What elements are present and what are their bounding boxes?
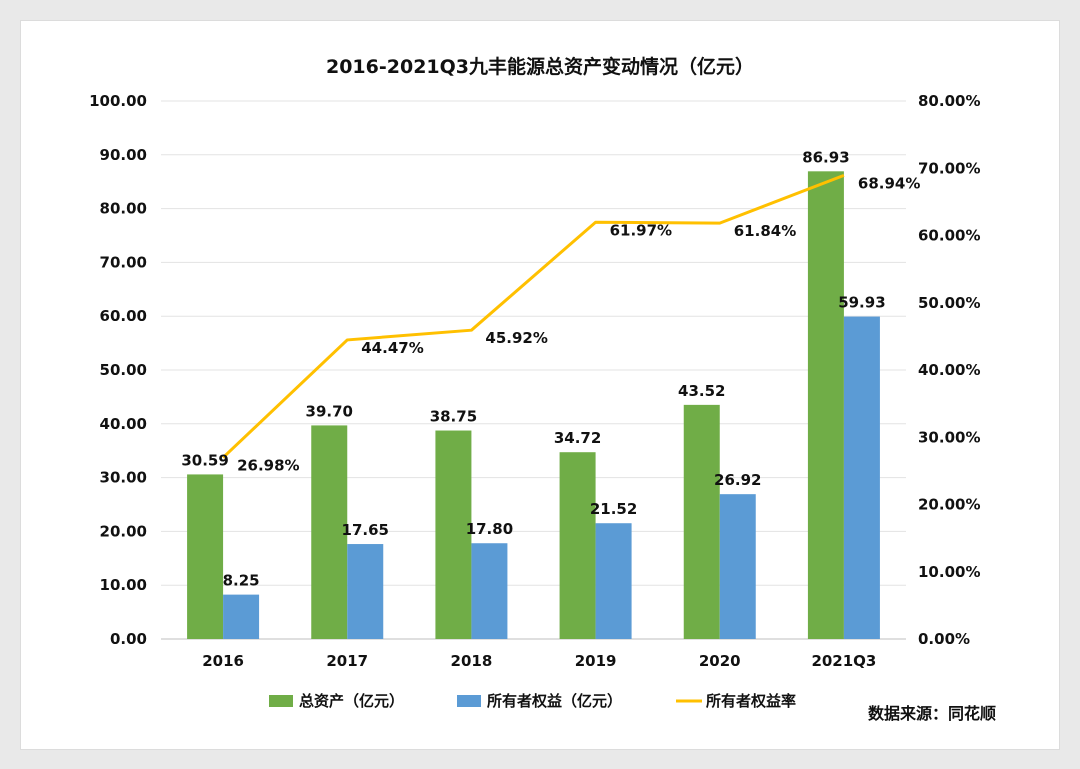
- bar-equity: [223, 594, 260, 639]
- y-left-tick-label: 40.00: [100, 415, 147, 433]
- label-equity: 17.80: [466, 520, 513, 538]
- bar-equity: [843, 316, 880, 639]
- x-tick-label: 2016: [202, 652, 244, 670]
- label-equity: 59.93: [838, 294, 885, 312]
- label-ratio: 44.47%: [361, 339, 423, 357]
- label-ratio: 26.98%: [237, 457, 299, 475]
- label-ratio: 61.97%: [610, 221, 672, 239]
- label-total-assets: 39.70: [306, 402, 353, 420]
- legend-swatch: [457, 695, 481, 707]
- y-left-tick-label: 100.00: [89, 92, 147, 110]
- y-left-tick-label: 10.00: [100, 576, 147, 594]
- label-equity: 26.92: [714, 471, 761, 489]
- bar-total-assets: [683, 404, 720, 639]
- source-note: 数据来源：同花顺: [868, 704, 996, 723]
- label-total-assets: 34.72: [554, 429, 601, 447]
- y-right-tick-label: 20.00%: [918, 496, 980, 514]
- legend-label: 所有者权益（亿元）: [487, 692, 622, 710]
- y-left-tick-label: 0.00: [110, 630, 147, 648]
- legend-label: 总资产（亿元）: [299, 692, 404, 710]
- x-tick-label: 2020: [699, 652, 741, 670]
- chart-svg: 2016-2021Q3九丰能源总资产变动情况（亿元） 0.00 10.00 20.0…: [89, 55, 996, 723]
- legend: 总资产（亿元） 所有者权益（亿元） 所有者权益率: [269, 692, 796, 710]
- x-tick-label: 2018: [451, 652, 493, 670]
- chart-title: 2016-2021Q3九丰能源总资产变动情况（亿元）: [326, 55, 754, 78]
- label-total-assets: 86.93: [802, 148, 849, 166]
- bar-equity: [595, 523, 632, 639]
- bar-equity: [347, 544, 384, 639]
- bar-equity: [719, 494, 756, 639]
- y-left-tick-label: 90.00: [100, 146, 147, 164]
- y-axis-left: 0.00 10.00 20.00 30.00 40.00 50.00 60.00 70.00 8…: [89, 92, 147, 648]
- bar-total-assets: [187, 474, 224, 639]
- label-ratio: 45.92%: [485, 329, 547, 347]
- y-right-tick-label: 30.00%: [918, 428, 980, 446]
- y-left-tick-label: 60.00: [100, 307, 147, 325]
- y-right-tick-label: 10.00%: [918, 563, 980, 581]
- y-right-tick-label: 70.00%: [918, 159, 980, 177]
- bar-total-assets: [807, 171, 844, 640]
- y-right-tick-label: 50.00%: [918, 294, 980, 312]
- chart-card: 2016-2021Q3九丰能源总资产变动情况（亿元） 0.00 10.00 20.0…: [20, 20, 1060, 750]
- label-total-assets: 30.59: [181, 451, 228, 469]
- y-left-tick-label: 50.00: [100, 361, 147, 379]
- x-tick-label: 2021Q3: [811, 652, 876, 670]
- y-left-tick-label: 80.00: [100, 200, 147, 218]
- x-axis: 2016 2017 2018 2019 2020 2021Q3: [202, 652, 876, 670]
- label-ratio: 68.94%: [858, 174, 920, 192]
- bar-total-assets: [435, 430, 472, 639]
- label-equity: 21.52: [590, 500, 637, 518]
- ratio-line: [222, 173, 845, 459]
- y-right-tick-label: 40.00%: [918, 361, 980, 379]
- label-equity: 17.65: [342, 521, 389, 539]
- ratio-line-path: [222, 173, 845, 459]
- legend-swatch: [269, 695, 293, 707]
- y-left-tick-label: 30.00: [100, 469, 147, 487]
- bar-equity: [471, 543, 508, 639]
- bars: [187, 171, 880, 640]
- y-axis-right: 0.00% 10.00% 20.00% 30.00% 40.00% 50.00% 60.00…: [918, 92, 980, 648]
- label-ratio: 61.84%: [734, 222, 796, 240]
- label-total-assets: 38.75: [430, 408, 477, 426]
- bar-total-assets: [559, 452, 596, 639]
- label-total-assets: 43.52: [678, 382, 725, 400]
- x-tick-label: 2019: [575, 652, 617, 670]
- y-right-tick-label: 60.00%: [918, 227, 980, 245]
- y-right-tick-label: 80.00%: [918, 92, 980, 110]
- y-left-tick-label: 20.00: [100, 522, 147, 540]
- y-right-tick-label: 0.00%: [918, 630, 970, 648]
- bar-total-assets: [311, 425, 348, 639]
- data-labels: 30.59 8.25 39.70 17.65 38.75 17.80 34.72 21.52 4…: [181, 148, 920, 589]
- y-left-tick-label: 70.00: [100, 253, 147, 271]
- label-equity: 8.25: [223, 572, 260, 590]
- gridlines: [161, 100, 906, 640]
- legend-label: 所有者权益率: [706, 692, 796, 710]
- x-tick-label: 2017: [326, 652, 368, 670]
